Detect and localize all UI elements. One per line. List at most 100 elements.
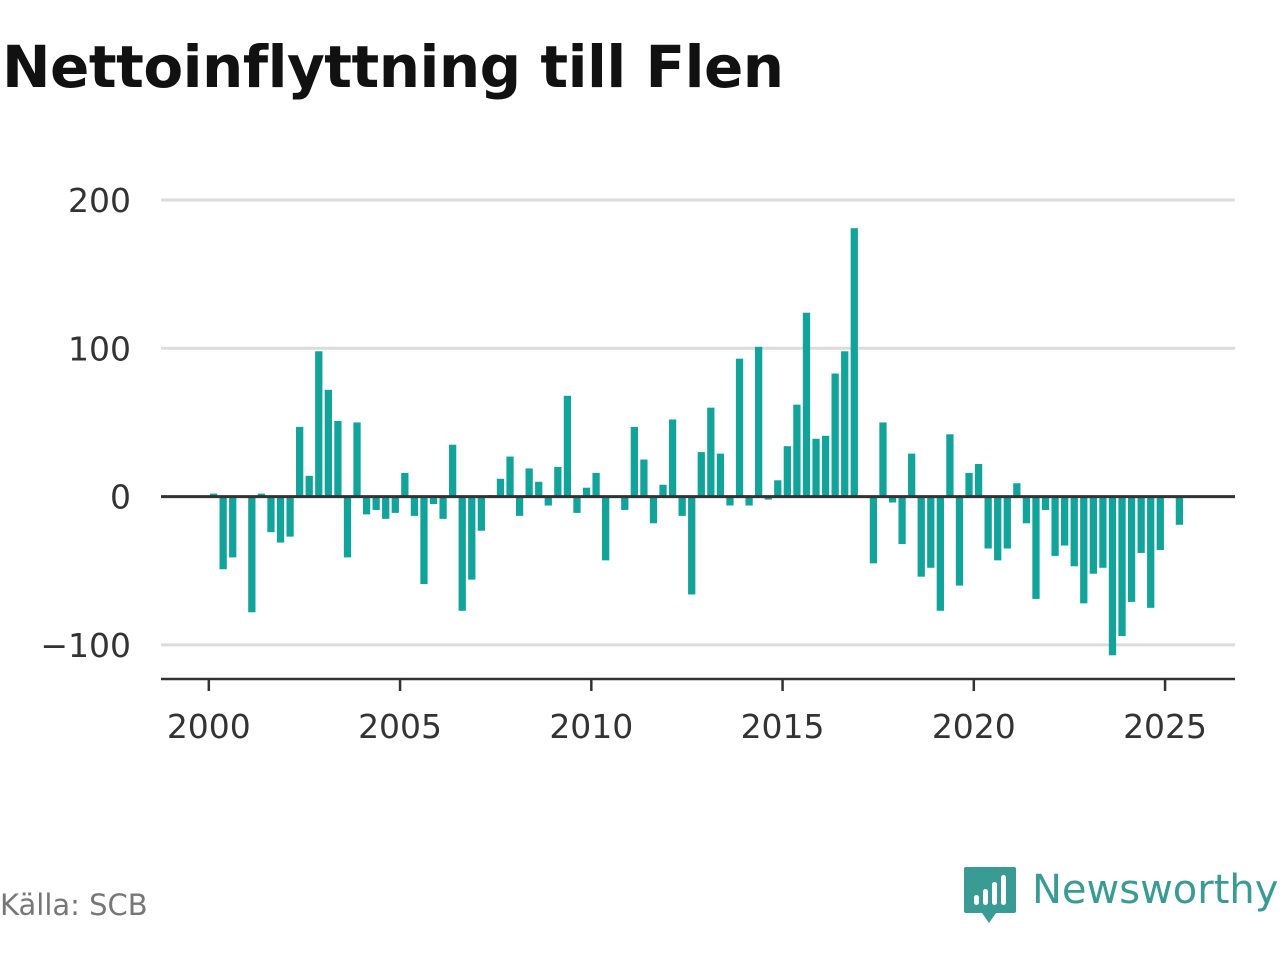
bar [1147,496,1155,608]
bar [1070,496,1078,567]
bar [1127,496,1136,602]
source-text: Källa: SCB [0,888,148,922]
y-tick-label: −100 [40,626,131,665]
bar [697,452,705,497]
bar [668,419,677,497]
bar [1108,496,1117,656]
grid-lines [161,198,1235,647]
x-tick-label: 2025 [1123,707,1207,746]
bar [1022,496,1031,524]
bar [372,496,380,510]
bar [917,496,925,577]
bar [305,475,313,497]
bar [1099,496,1107,568]
bar [621,496,629,510]
bar [735,358,744,497]
bar [324,389,332,497]
bar [573,496,581,513]
bar [1137,496,1145,553]
bar [401,472,409,497]
bar [869,496,878,564]
bar [1003,496,1011,549]
bar [362,496,371,515]
bar [1041,496,1050,510]
x-tick-label: 2015 [741,707,825,746]
bars [209,228,1184,656]
bar [563,395,572,497]
bar [1175,496,1184,525]
bar [1080,496,1088,604]
bar [267,496,275,533]
bar [678,496,686,516]
bar [707,407,715,497]
bar [449,444,457,497]
bar [544,496,552,506]
bar [812,438,820,497]
bar [229,496,237,558]
bar [296,426,304,497]
bar [640,459,648,497]
bar [286,496,294,537]
bar [410,496,419,516]
bar [592,472,600,497]
bar [1032,496,1040,599]
newsworthy-logo-icon [964,867,1016,923]
bar [315,351,323,497]
bar [716,453,725,497]
bar [1089,496,1097,574]
x-tick-label: 2010 [549,707,633,746]
bar [429,496,438,505]
bar [688,496,696,595]
bar [946,434,954,497]
x-axis-labels: 2000 2005 2010 2015 2020 2025 [167,707,1207,746]
bar [477,496,485,531]
bar [955,496,964,586]
bar [850,228,858,497]
bar [1156,496,1164,550]
bar [888,496,897,503]
bar [582,487,591,497]
bar [248,496,256,613]
chart-area: 200 100 0 −100 2000 2005 2010 2015 2020 2025 [40,181,1235,746]
bar [506,456,514,497]
bar [745,496,753,506]
bar [602,496,610,561]
bar [726,496,734,506]
bar [343,496,352,558]
bar [1118,496,1126,636]
bar [276,496,285,543]
bar [841,351,849,497]
bar [994,496,1002,561]
chart-title: Nettoinflyttning till Flen [2,33,784,101]
bar [649,496,658,524]
bar [468,496,476,580]
bar [821,435,830,497]
bar [908,453,916,497]
bar [793,404,801,497]
bar [554,466,562,497]
brand-name: Newsworthy [1032,867,1279,913]
bar [525,468,533,497]
bar [630,426,638,497]
bar [974,463,983,497]
x-tick-label: 2020 [932,707,1016,746]
bar [1013,483,1021,497]
y-tick-label: 200 [68,181,131,220]
bar [219,496,227,570]
bar [535,481,543,497]
bar [353,422,361,497]
bar [334,420,342,497]
bar [439,496,447,519]
axes [161,495,1235,691]
bar [391,496,399,513]
bar [1061,496,1069,546]
y-tick-label: 100 [68,329,131,368]
bar [936,496,944,611]
bar [802,312,811,497]
bar [783,446,791,497]
bar [1051,496,1059,556]
bar [774,480,782,497]
bar [965,472,973,497]
bar [879,422,887,497]
bar [831,373,839,497]
